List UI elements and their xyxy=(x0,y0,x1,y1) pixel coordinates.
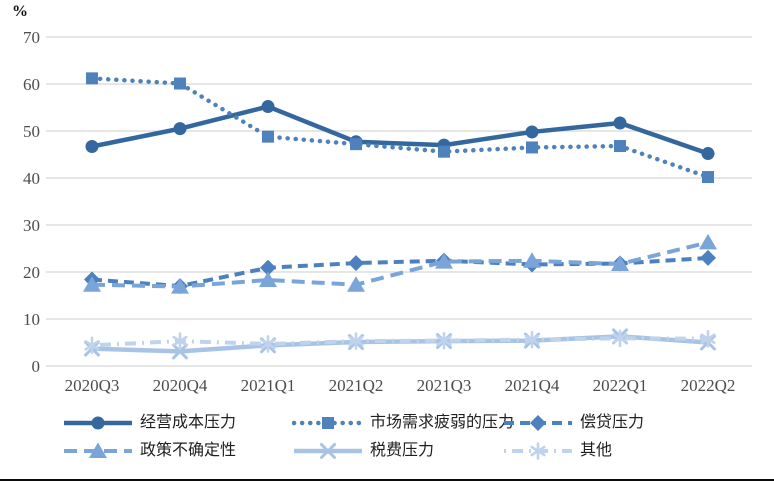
legend-label: 经营成本压力 xyxy=(140,414,237,431)
diamond-marker xyxy=(348,255,364,272)
series-line xyxy=(89,76,711,180)
triangle-marker xyxy=(699,233,717,250)
asterisk-marker xyxy=(524,330,540,349)
y-axis-tick-labels: 0 10 20 30 40 50 60 70 xyxy=(23,28,40,376)
asterisk-marker xyxy=(700,329,716,348)
legend-label: 偿贷压力 xyxy=(580,414,645,431)
triangle-marker xyxy=(347,276,365,292)
y-tick-label: 70 xyxy=(23,28,40,47)
series-政策不确定性 xyxy=(83,233,717,294)
y-tick-label: 60 xyxy=(23,75,40,94)
triangle-marker xyxy=(435,253,453,269)
series-line xyxy=(91,104,709,156)
diamond-marker xyxy=(700,249,716,266)
triangle-marker xyxy=(611,255,629,272)
x-tick-label: 2022Q1 xyxy=(593,376,648,395)
legend-marker-sample xyxy=(292,417,364,429)
circle-marker xyxy=(173,122,187,136)
legend-label: 市场需求疲弱的压力 xyxy=(370,414,515,431)
legend-item-其他: 其他 xyxy=(502,441,612,461)
y-tick-label: 0 xyxy=(32,357,41,376)
square-marker xyxy=(438,145,450,158)
legend-item-税费压力: 税费压力 xyxy=(292,441,434,461)
asterisk-marker xyxy=(260,335,276,353)
x-tick-label: 2021Q4 xyxy=(505,376,560,395)
asterisk-marker xyxy=(172,332,188,350)
square-marker xyxy=(702,171,714,184)
series-line xyxy=(91,255,709,289)
asterisk-marker xyxy=(348,332,364,350)
x-tick-label: 2021Q1 xyxy=(241,376,296,395)
series-经营成本压力 xyxy=(85,100,715,161)
x-tick-label: 2021Q3 xyxy=(417,376,472,395)
series-市场需求疲弱的压力 xyxy=(86,72,714,184)
y-axis-unit-label: % xyxy=(12,3,28,20)
asterisk-marker xyxy=(612,329,628,348)
triangle-marker xyxy=(83,276,101,292)
figure-bottom-border xyxy=(0,479,774,481)
legend-item-政策不确定性: 政策不确定性 xyxy=(62,441,236,461)
y-tick-label: 10 xyxy=(23,310,40,329)
legend-label: 其他 xyxy=(580,442,613,459)
triangle-marker xyxy=(171,278,189,294)
circle-marker xyxy=(525,125,539,139)
square-marker xyxy=(86,72,98,85)
legend-marker-sample xyxy=(504,442,572,460)
series-其他 xyxy=(84,329,716,355)
triangle-marker xyxy=(89,442,107,458)
square-marker xyxy=(526,141,538,154)
circle-marker xyxy=(261,100,275,114)
triangle-marker xyxy=(259,271,277,287)
x-axis-tick-labels: 2020Q3 2020Q4 2021Q1 2021Q2 2021Q3 2021Q4 2022… xyxy=(65,376,736,395)
diamond-marker xyxy=(260,259,276,276)
line-chart: 0 10 20 30 40 50 60 70% 2020Q3 2020Q4 2021Q1 2021Q2… xyxy=(12,3,752,395)
y-tick-label: 30 xyxy=(23,216,40,235)
series-line xyxy=(91,336,709,348)
circle-marker xyxy=(613,116,627,130)
square-marker xyxy=(614,140,626,153)
legend-item-市场需求疲弱的压力: 市场需求疲弱的压力 xyxy=(292,413,514,433)
y-tick-label: 50 xyxy=(23,122,40,141)
asterisk-marker xyxy=(436,331,452,350)
circle-marker xyxy=(91,416,105,430)
x-marker xyxy=(320,443,336,459)
diamond-marker xyxy=(530,415,546,431)
square-marker xyxy=(174,77,186,90)
circle-marker xyxy=(85,140,99,154)
square-marker xyxy=(350,138,362,151)
x-tick-label: 2021Q2 xyxy=(329,376,384,395)
x-marker xyxy=(172,343,188,360)
legend-marker-sample xyxy=(504,415,572,431)
gridlines xyxy=(46,36,752,367)
chart-legend: 经营成本压力 市场需求疲弱的压力 偿贷压力政策不确定性 税费压力 其他 xyxy=(0,403,774,483)
legend-item-偿贷压力: 偿贷压力 xyxy=(502,413,644,433)
x-tick-label: 2020Q3 xyxy=(65,376,120,395)
y-tick-label: 40 xyxy=(23,169,40,188)
legend-marker-sample xyxy=(64,416,132,430)
legend-marker-sample xyxy=(294,443,362,459)
x-tick-label: 2022Q2 xyxy=(681,376,736,395)
asterisk-marker xyxy=(84,336,100,355)
square-marker xyxy=(322,417,334,429)
legend-label: 税费压力 xyxy=(370,442,435,459)
x-tick-label: 2020Q4 xyxy=(153,376,208,395)
legend-item-经营成本压力: 经营成本压力 xyxy=(62,413,236,433)
series-line xyxy=(91,240,709,289)
asterisk-marker xyxy=(530,442,546,460)
legend-marker-sample xyxy=(64,442,132,458)
y-tick-label: 20 xyxy=(23,263,40,282)
circle-marker xyxy=(701,147,715,161)
triangle-marker xyxy=(523,252,541,268)
legend-label: 政策不确定性 xyxy=(140,442,237,459)
square-marker xyxy=(262,130,274,143)
